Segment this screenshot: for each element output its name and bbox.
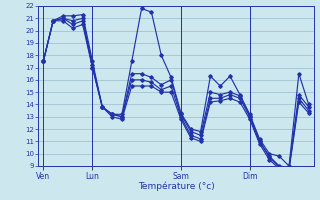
X-axis label: Température (°c): Température (°c) xyxy=(138,182,214,191)
